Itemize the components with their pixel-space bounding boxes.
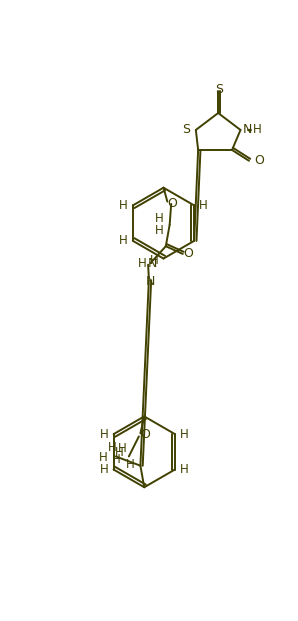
Text: H: H	[119, 199, 128, 212]
Text: H: H	[150, 255, 159, 268]
Text: H: H	[180, 428, 189, 441]
Text: O: O	[254, 154, 264, 167]
Text: H: H	[199, 199, 208, 212]
Text: H: H	[154, 224, 163, 237]
Text: S: S	[215, 83, 223, 96]
Text: H: H	[100, 463, 109, 476]
Text: O: O	[167, 197, 177, 210]
Text: S: S	[182, 124, 190, 137]
Text: O: O	[183, 247, 193, 260]
Text: H: H	[180, 463, 189, 476]
Text: H: H	[253, 124, 262, 137]
Text: H: H	[112, 453, 121, 466]
Text: N: N	[147, 256, 157, 270]
Text: N: N	[146, 275, 155, 288]
Text: H: H	[118, 442, 127, 455]
Text: N: N	[243, 124, 252, 137]
Text: H: H	[126, 458, 135, 471]
Text: O: O	[140, 428, 150, 442]
Text: H: H	[99, 451, 108, 465]
Text: H: H	[154, 212, 163, 225]
Text: H: H	[138, 256, 147, 270]
Text: H: H	[114, 446, 123, 459]
Text: H: H	[108, 441, 116, 454]
Text: H: H	[100, 428, 109, 441]
Text: H: H	[119, 234, 128, 247]
